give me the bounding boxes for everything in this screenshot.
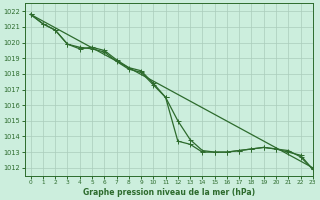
X-axis label: Graphe pression niveau de la mer (hPa): Graphe pression niveau de la mer (hPa): [83, 188, 255, 197]
